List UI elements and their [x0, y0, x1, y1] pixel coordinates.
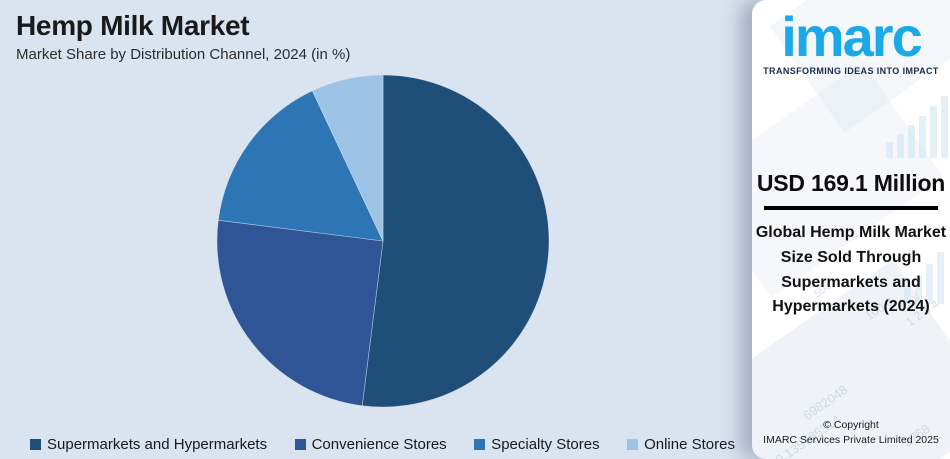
- legend-item-specialty: Specialty Stores: [474, 436, 600, 453]
- market-size-stat: USD 169.1 Million Global Hemp Milk Marke…: [752, 170, 950, 320]
- legend-label: Supermarkets and Hypermarkets: [47, 436, 268, 453]
- copyright-line2: IMARC Services Private Limited 2025: [763, 434, 939, 447]
- legend-swatch-specialty-icon: [474, 439, 486, 450]
- chart-area: Hemp Milk Market Market Share by Distrib…: [16, 10, 735, 453]
- imarc-logo: imarc TRANSFORMING IDEAS INTO IMPACT: [752, 6, 950, 76]
- legend-swatch-online-icon: [627, 439, 639, 450]
- stat-description: Global Hemp Milk Market Size Sold Throug…: [755, 224, 947, 316]
- legend-swatch-convenience-icon: [294, 439, 306, 450]
- legend-item-convenience: Convenience Stores: [294, 436, 447, 453]
- pie-slice-1: [217, 219, 384, 407]
- legend-label: Online Stores: [644, 436, 735, 453]
- sidebar: 6982048 0.135785314 100.0 1 2 3 4 2768 5…: [752, 0, 950, 459]
- legend: Supermarkets and Hypermarkets Convenienc…: [30, 436, 735, 453]
- pie-chart: [217, 75, 549, 407]
- decorative-bar-chart: [886, 96, 948, 158]
- pie-slice-3: [311, 75, 384, 242]
- divider: [764, 206, 938, 210]
- legend-item-supermarkets: Supermarkets and Hypermarkets: [30, 436, 267, 453]
- legend-swatch-supermarkets-icon: [30, 439, 41, 450]
- imarc-logo-wordmark: imarc: [781, 5, 922, 68]
- chart-subtitle: Market Share by Distribution Channel, 20…: [16, 46, 351, 63]
- page-title: Hemp Milk Market: [16, 10, 250, 41]
- stat-value: USD 169.1 Million: [756, 170, 946, 196]
- imarc-logo-tagline: TRANSFORMING IDEAS INTO IMPACT: [763, 65, 939, 76]
- pie-slice-2: [217, 90, 384, 242]
- copyright-line1: © Copyright: [823, 418, 879, 431]
- legend-item-online: Online Stores: [627, 436, 735, 453]
- legend-label: Convenience Stores: [311, 436, 447, 453]
- copyright: © Copyright IMARC Services Private Limit…: [752, 418, 950, 450]
- pie-slice-0: [361, 75, 549, 407]
- legend-label: Specialty Stores: [491, 436, 600, 453]
